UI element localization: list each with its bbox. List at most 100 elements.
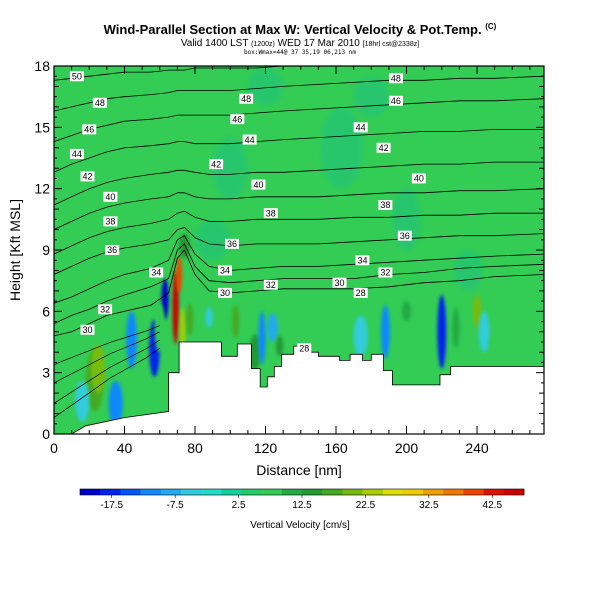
contour-label-bg [378, 267, 393, 278]
velocity-cell-20 [402, 301, 411, 322]
colorbar-segment-9 [261, 489, 283, 495]
colorbar-segment-4 [160, 489, 182, 495]
contour-label-text: 40 [414, 174, 424, 184]
contour-label-bg [92, 97, 107, 108]
contour-label-text: 44 [72, 149, 82, 159]
contour-label-30: 46 [388, 95, 403, 106]
contour-label-bg [388, 73, 403, 84]
colorbar-segment-17 [423, 489, 444, 495]
contour-label-text: 36 [227, 239, 237, 249]
colorbar-segment-12 [322, 489, 343, 495]
theta-contour-32 [54, 243, 544, 324]
valid-tail: [18hrl cst@2338z] [362, 41, 420, 48]
velocity-cell-30 [353, 76, 389, 118]
contour-label-29: 44 [353, 122, 368, 133]
velocity-cell-6 [161, 278, 169, 320]
velocity-cell-14 [232, 305, 240, 338]
x-axis: 0 40 80 120 160 200 240 [50, 66, 531, 456]
colorbar-tick-label: -7.5 [167, 500, 185, 511]
contour-label-text: 36 [107, 245, 117, 255]
velocity-cell-9 [176, 256, 182, 293]
contour-label-bg [230, 114, 245, 125]
velocity-cell-19 [380, 305, 390, 359]
contour-label-bg [69, 148, 84, 159]
contour-label-bg [251, 179, 266, 190]
colorbar-tick-label: -17.5 [100, 500, 123, 511]
contour-label-15: 40 [251, 179, 266, 190]
colorbar-segment-5 [180, 489, 202, 495]
contour-label-text: 38 [105, 217, 115, 227]
velocity-cell-31 [195, 219, 231, 261]
colorbar-tick-label: 42.5 [483, 500, 503, 511]
contour-label-16: 38 [263, 208, 278, 218]
x-tick-label: 0 [50, 440, 58, 456]
colorbar-segment-21 [503, 489, 525, 495]
contour-label-31: 48 [388, 73, 403, 84]
contour-label-text: 42 [211, 159, 221, 169]
colorbar-segment-20 [483, 489, 505, 495]
theta-contour-40 [54, 188, 544, 230]
contour-labels: 50 48 46 44 42 40 38 36 34 32 30 48 46 44 42 40 38 36 34 30… [69, 71, 426, 353]
contour-label-bg [263, 279, 278, 290]
chart-title-main: Wind-Parallel Section at Max W: Vertical… [103, 22, 482, 37]
contour-label-text: 30 [220, 288, 230, 298]
contour-label-bg [239, 93, 254, 104]
contour-label-text: 40 [253, 180, 263, 190]
valid-code: (1200z) [251, 41, 275, 48]
contour-label-text: 32 [380, 268, 390, 278]
theta-contour-low-2 [54, 331, 160, 384]
contour-label-3: 44 [69, 148, 84, 159]
colorbar: -17.5 -7.5 2.5 12.5 22.5 32.5 42.5 [79, 488, 525, 511]
x-tick-label: 80 [187, 440, 203, 456]
contour-label-text: 30 [82, 325, 92, 335]
vertical-velocity-field [75, 68, 490, 426]
contour-label-8: 34 [149, 267, 164, 278]
colorbar-segment-2 [120, 489, 141, 495]
colorbar-segment-18 [443, 489, 464, 495]
contour-label-text: 48 [391, 73, 401, 83]
contour-label-text: 42 [82, 172, 92, 182]
colorbar-segment-11 [302, 489, 323, 495]
velocity-cell-25 [478, 311, 490, 353]
chart-subtitle: Valid 1400 LST (1200z) WED 17 Mar 2010 [… [0, 38, 600, 49]
colorbar-tick-label: 2.5 [232, 500, 246, 511]
theta-contour-30 [54, 249, 544, 337]
plot-area: 50 48 46 44 42 40 38 36 34 32 30 48 46 44 42 40 38 36 34 30… [54, 66, 544, 434]
contour-label-9: 32 [98, 304, 113, 315]
x-tick-label: 40 [117, 440, 133, 456]
contour-label-bg [353, 287, 368, 298]
contour-label-12: 46 [230, 114, 245, 125]
y-tick-label: 3 [42, 365, 50, 381]
velocity-cell-23 [472, 294, 482, 328]
contour-label-0: 50 [69, 71, 84, 81]
velocity-cell-32 [454, 250, 483, 291]
contour-label-1: 48 [92, 97, 107, 108]
x-tick-label: 160 [324, 440, 348, 456]
velocity-cell-3 [75, 380, 90, 422]
contour-label-10: 30 [80, 324, 95, 335]
colorbar-segment-19 [463, 489, 484, 495]
contour-label-text: 30 [335, 278, 345, 288]
x-tick-label: 120 [254, 440, 278, 456]
velocity-cell-18 [276, 335, 284, 357]
colorbar-tick-label: 32.5 [419, 500, 439, 511]
theta-contour-42 [54, 161, 544, 206]
velocity-cell-7 [154, 303, 166, 353]
contour-label-bg [98, 304, 113, 315]
contour-label-20: 32 [263, 279, 278, 290]
theta-contour-48 [54, 75, 544, 112]
contour-label-26: 38 [378, 200, 393, 210]
contour-label-text: 38 [380, 200, 390, 210]
contour-label-bg [376, 142, 391, 153]
velocity-cell-27 [320, 106, 363, 189]
contour-label-bg [80, 324, 95, 335]
contour-label-22: 28 [353, 287, 368, 298]
contour-label-14: 42 [209, 159, 224, 169]
velocity-cell-8 [172, 270, 179, 345]
contour-label-text: 34 [151, 268, 161, 278]
x-tick-label: 240 [465, 440, 489, 456]
contour-label-32: 28 [297, 343, 312, 353]
contour-label-bg [103, 216, 118, 227]
colorbar-segment-15 [382, 489, 404, 495]
